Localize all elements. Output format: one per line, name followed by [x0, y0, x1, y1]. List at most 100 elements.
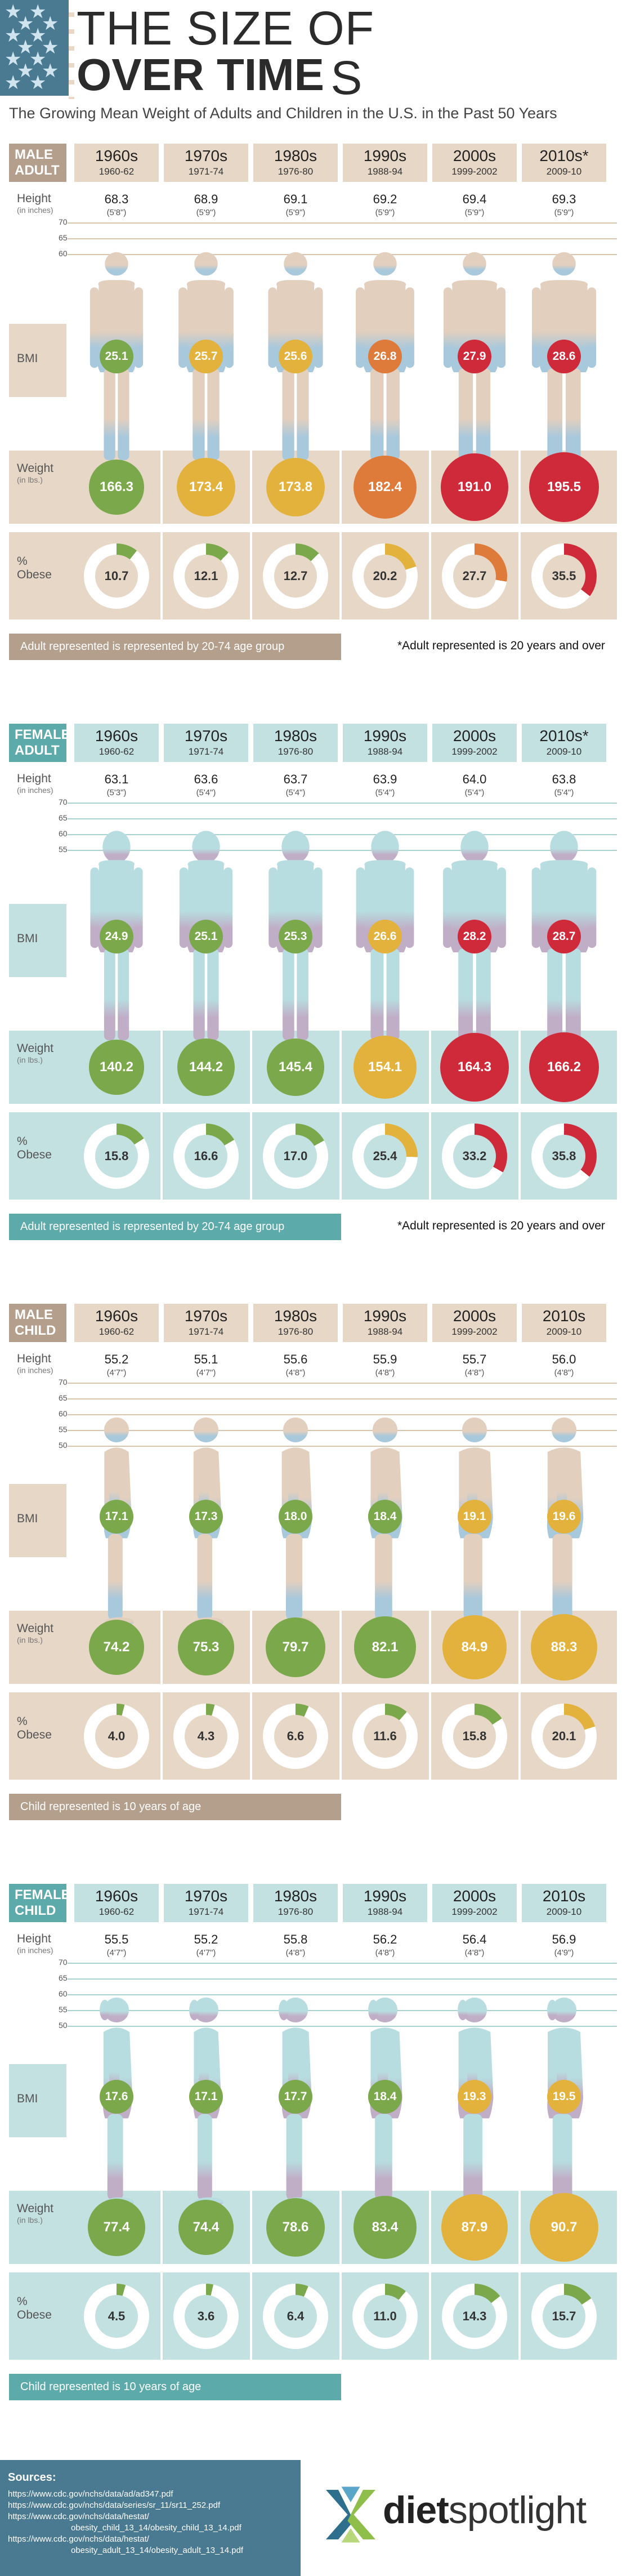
weight-value-circle: 164.3 — [440, 1032, 509, 1102]
brand-name-part1: diet — [383, 2489, 449, 2532]
column-separator — [250, 2191, 252, 2360]
year-range-label: 1999-2002 — [451, 1326, 498, 1337]
weight-value-circle: 166.3 — [89, 460, 144, 515]
height-unit-text: (in inches) — [17, 786, 53, 795]
bmi-value-circle: 28.6 — [547, 340, 581, 373]
bmi-value-circle: 19.5 — [547, 2080, 581, 2114]
decade-label: 2000s — [453, 147, 496, 164]
bmi-label-text: BMI — [17, 2092, 38, 2105]
year-range-label: 2009-10 — [546, 746, 582, 757]
height-inches: 55.7 — [462, 1352, 487, 1366]
column-header: 2010s* 2009-10 — [522, 724, 606, 762]
height-tick-label: 65 — [59, 1973, 68, 1982]
decade-label: 1970s — [184, 1887, 228, 1905]
source-link[interactable]: https://www.cdc.gov/nchs/data/ad/ad347.p… — [8, 2489, 173, 2499]
column-separator — [339, 451, 342, 620]
height-feet: (5'9") — [375, 208, 395, 217]
obese-pct-text: % — [17, 1135, 28, 1148]
column-header: 1980s 1976-80 — [253, 1304, 338, 1342]
height-feet: (5'9") — [196, 208, 216, 217]
column-header: 2000s 1999-2002 — [432, 1884, 517, 1922]
bmi-value-circle: 18.0 — [279, 1500, 312, 1534]
bmi-label-text: BMI — [17, 1512, 38, 1525]
obese-label-text: Obese — [17, 568, 52, 581]
decade-label: 1960s — [95, 147, 138, 164]
height-inches: 68.9 — [194, 192, 218, 206]
column-header: 2000s 1999-2002 — [432, 144, 517, 182]
column-separator — [429, 1031, 431, 1200]
height-gridline — [68, 1414, 617, 1415]
brand-logo: dietspotlight — [315, 2461, 619, 2574]
star-icon: ★ — [42, 13, 59, 34]
height-feet: (4'8") — [285, 1368, 306, 1378]
section-label-line1: MALE — [15, 1307, 53, 1322]
column-header: 1970s 1971-74 — [164, 144, 248, 182]
bmi-row-label: BMI — [9, 324, 66, 397]
height-feet: (4'8") — [464, 1368, 485, 1378]
bmi-value-circle: 26.8 — [368, 340, 402, 373]
obesity-value: 15.8 — [453, 1715, 496, 1758]
weight-value-circle: 79.7 — [266, 1617, 325, 1677]
height-value: 56.4 (4'8") — [432, 1932, 517, 1958]
bmi-value-circle: 19.6 — [547, 1500, 581, 1534]
star-icon: ★ — [42, 60, 59, 82]
height-gridline — [68, 1446, 617, 1447]
height-value: 55.7 (4'8") — [432, 1352, 517, 1378]
weight-value-circle: 191.0 — [441, 453, 508, 521]
height-gridline — [68, 803, 617, 804]
height-inches: 55.8 — [283, 1932, 308, 1946]
weight-value-circle: 82.1 — [354, 1616, 416, 1678]
flag-stars-decoration: ★ ★ ★ ★ ★ ★ ★ ★ ★ ★ ★ ★ ★ ★ — [0, 0, 69, 96]
section-female-child: FEMALE CHILD 1960s 1960-62 1970s 1971-74 1980s… — [0, 1878, 622, 2441]
height-value: 55.5 (4'7") — [74, 1932, 159, 1958]
bmi-label-text: BMI — [17, 932, 38, 945]
height-inches: 56.0 — [552, 1352, 576, 1366]
decade-label: 2010s — [542, 1887, 586, 1905]
weight-value-circle: 195.5 — [529, 452, 599, 522]
weight-row-label: Weight (in lbs.) — [9, 462, 66, 484]
obese-pct-text: % — [17, 2295, 28, 2308]
height-value: 56.9 (4'9") — [522, 1932, 606, 1958]
height-tick-label: 50 — [59, 2021, 68, 2030]
source-link[interactable]: obesity_child_13_14/obesity_child_13_14.… — [71, 2523, 241, 2533]
year-range-label: 1971-74 — [188, 1326, 224, 1337]
source-link[interactable]: https://www.cdc.gov/nchs/data/series/sr_… — [8, 2501, 221, 2510]
height-value: 68.3 (5'8") — [74, 192, 159, 217]
year-range-label: 1999-2002 — [451, 746, 498, 757]
source-link[interactable]: obesity_adult_13_14/obesity_adult_13_14.… — [71, 2546, 244, 2555]
column-header: 1990s 1988-94 — [343, 1304, 427, 1342]
height-inches: 69.4 — [462, 192, 487, 206]
column-header: 1960s 1960-62 — [74, 1884, 159, 1922]
height-label-text: Height — [17, 1352, 51, 1365]
height-feet: (4'8") — [554, 1368, 574, 1378]
star-icon: ★ — [17, 13, 34, 34]
height-tick-label: 70 — [59, 1378, 68, 1387]
height-feet: (4'7") — [106, 1368, 127, 1378]
weight-label-text: Weight — [17, 462, 53, 475]
page-header: ★★★★★★★★★★★★★★THE SIZE OF AMERICANSOVER … — [0, 0, 622, 135]
section-label-line1: MALE — [15, 147, 53, 162]
height-tick-label: 70 — [59, 1958, 68, 1967]
obese-row-label: % Obese — [9, 2295, 66, 2322]
column-separator — [160, 451, 163, 620]
height-inches: 55.2 — [194, 1932, 218, 1946]
height-feet: (4'7") — [196, 1948, 216, 1958]
star-icon: ★ — [29, 72, 47, 93]
source-link[interactable]: https://www.cdc.gov/nchs/data/hestat/ — [8, 2512, 149, 2521]
year-range-label: 1976-80 — [278, 1906, 314, 1917]
height-feet: (4'8") — [375, 1368, 395, 1378]
year-range-label: 2009-10 — [546, 166, 582, 177]
weight-value-circle: 182.4 — [353, 455, 417, 519]
section-footnote-bar: Adult represented is represented by 20-7… — [9, 634, 341, 660]
column-separator — [250, 451, 252, 620]
height-tick-label: 65 — [59, 813, 68, 822]
obesity-value: 27.7 — [453, 555, 496, 598]
obesity-value: 12.7 — [274, 555, 317, 598]
star-icon: ★ — [5, 48, 22, 70]
height-inches: 56.9 — [552, 1932, 576, 1946]
height-inches: 63.9 — [373, 772, 397, 786]
section-label-line2: CHILD — [15, 1903, 56, 1918]
height-gridline — [68, 238, 617, 239]
weight-value-circle: 75.3 — [178, 1619, 234, 1675]
source-link[interactable]: https://www.cdc.gov/nchs/data/hestat/ — [8, 2534, 149, 2544]
